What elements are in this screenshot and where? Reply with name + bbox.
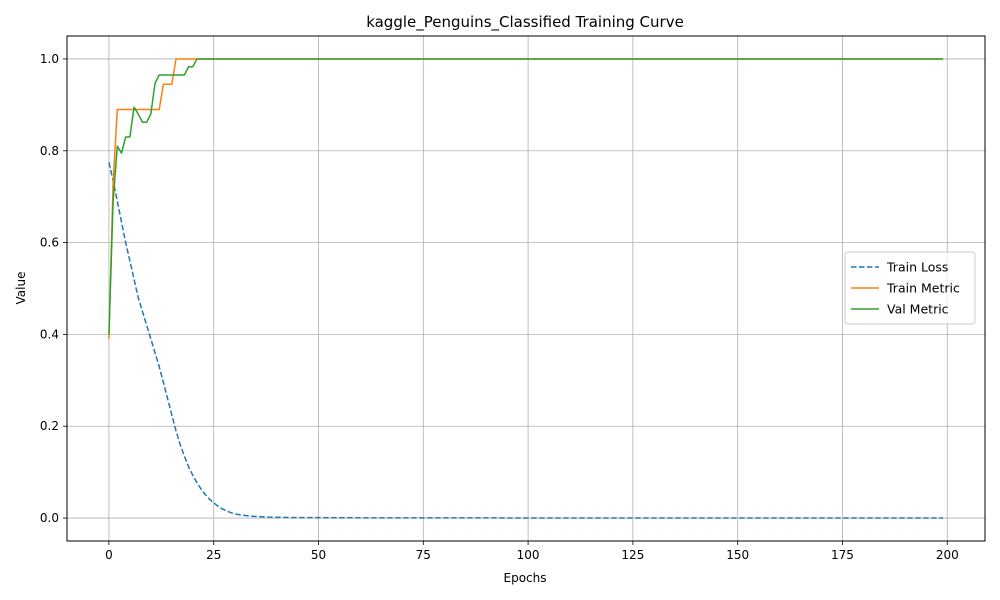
legend-box (844, 251, 976, 325)
series-line-train-loss (108, 162, 944, 519)
legend-label: Val Metric (887, 302, 949, 317)
x-tick-label: 50 (311, 548, 326, 562)
y-tick-label: 0.8 (40, 144, 59, 158)
x-tick-label: 0 (105, 548, 113, 562)
legend: Train Loss Train Metric Val Metric (844, 251, 976, 325)
legend-label: Train Loss (886, 260, 948, 275)
x-tick-label: 200 (936, 548, 959, 562)
legend-label: Train Metric (886, 281, 960, 296)
y-tick-label: 0.2 (40, 419, 59, 433)
chart-title: kaggle_Penguins_Classified Training Curv… (366, 13, 684, 32)
x-tick-label: 125 (621, 548, 644, 562)
x-tick-label: 75 (416, 548, 431, 562)
axis-ticks: 0 25 50 75 100 125 150 175 200 0.0 0.2 0.4 0.6 0.8 1.0 (40, 52, 959, 562)
x-tick-label: 175 (831, 548, 854, 562)
y-tick-label: 0.6 (40, 236, 59, 250)
x-tick-label: 150 (726, 548, 749, 562)
x-axis-label: Epochs (504, 571, 547, 585)
y-tick-label: 0.0 (40, 511, 59, 525)
y-tick-label: 0.4 (40, 327, 59, 341)
series-lines (108, 58, 944, 519)
x-tick-label: 25 (206, 548, 221, 562)
series-line-train-metric (108, 58, 944, 340)
x-tick-label: 100 (517, 548, 540, 562)
series-line-val-metric (108, 58, 944, 335)
y-axis-label: Value (14, 272, 28, 305)
y-tick-label: 1.0 (40, 52, 59, 66)
plot-area-frame (66, 35, 986, 542)
